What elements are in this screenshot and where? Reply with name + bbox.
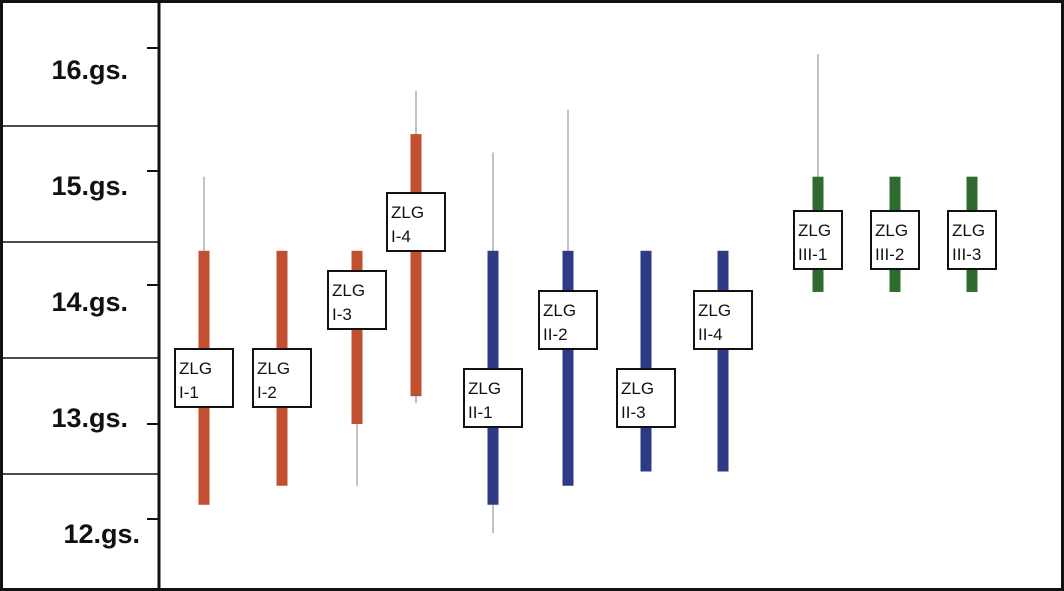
range-label-line1: ZLG: [952, 221, 985, 240]
y-category-label: 12.gs.: [63, 519, 140, 549]
range-label-line1: ZLG: [543, 301, 576, 320]
range-label-box: [327, 270, 387, 330]
y-category-label: 15.gs.: [51, 171, 128, 201]
range-label-line2: II-2: [543, 325, 568, 344]
range-bar: [351, 250, 363, 424]
range-label-line1: ZLG: [875, 221, 908, 240]
range-label-box: [463, 368, 523, 428]
range-label-line1: ZLG: [179, 359, 212, 378]
range-label-box: [174, 348, 234, 408]
range-label-line2: I-1: [179, 383, 199, 402]
range-label-line2: III-3: [952, 245, 981, 264]
range-label-box: [870, 210, 920, 270]
range-label-line1: ZLG: [621, 379, 654, 398]
range-label-box: [386, 192, 446, 252]
range-label-line2: I-2: [257, 383, 277, 402]
y-category-label: 14.gs.: [51, 287, 128, 317]
range-label-box: [693, 290, 753, 350]
range-label-line1: ZLG: [798, 221, 831, 240]
chart-marks: ZLG I-1 ZLG I-2 ZLG I-3 ZLG I-4 ZLG II-1 ZLG II-2 ZL…: [174, 54, 997, 534]
range-label-line1: ZLG: [698, 301, 731, 320]
y-category-label: 16.gs.: [51, 55, 128, 85]
range-label-box: [947, 210, 997, 270]
range-label-box: [616, 368, 676, 428]
range-label-box: [252, 348, 312, 408]
range-bar: [562, 250, 574, 486]
range-label-line1: ZLG: [468, 379, 501, 398]
range-label-line2: II-1: [468, 403, 493, 422]
range-label-line2: III-2: [875, 245, 904, 264]
range-label-line2: II-4: [698, 325, 723, 344]
range-label-box: [538, 290, 598, 350]
range-label-line2: III-1: [798, 245, 827, 264]
range-label-box: [793, 210, 843, 270]
range-bar: [410, 134, 422, 397]
range-label-line1: ZLG: [257, 359, 290, 378]
range-label-line2: I-3: [332, 305, 352, 324]
y-category-label: 13.gs.: [51, 403, 128, 433]
range-label-line2: I-4: [391, 227, 411, 246]
range-bar: [717, 250, 729, 472]
range-label-line1: ZLG: [332, 281, 365, 300]
range-label-line2: II-3: [621, 403, 646, 422]
range-bar: [640, 250, 652, 472]
range-label-line1: ZLG: [391, 203, 424, 222]
